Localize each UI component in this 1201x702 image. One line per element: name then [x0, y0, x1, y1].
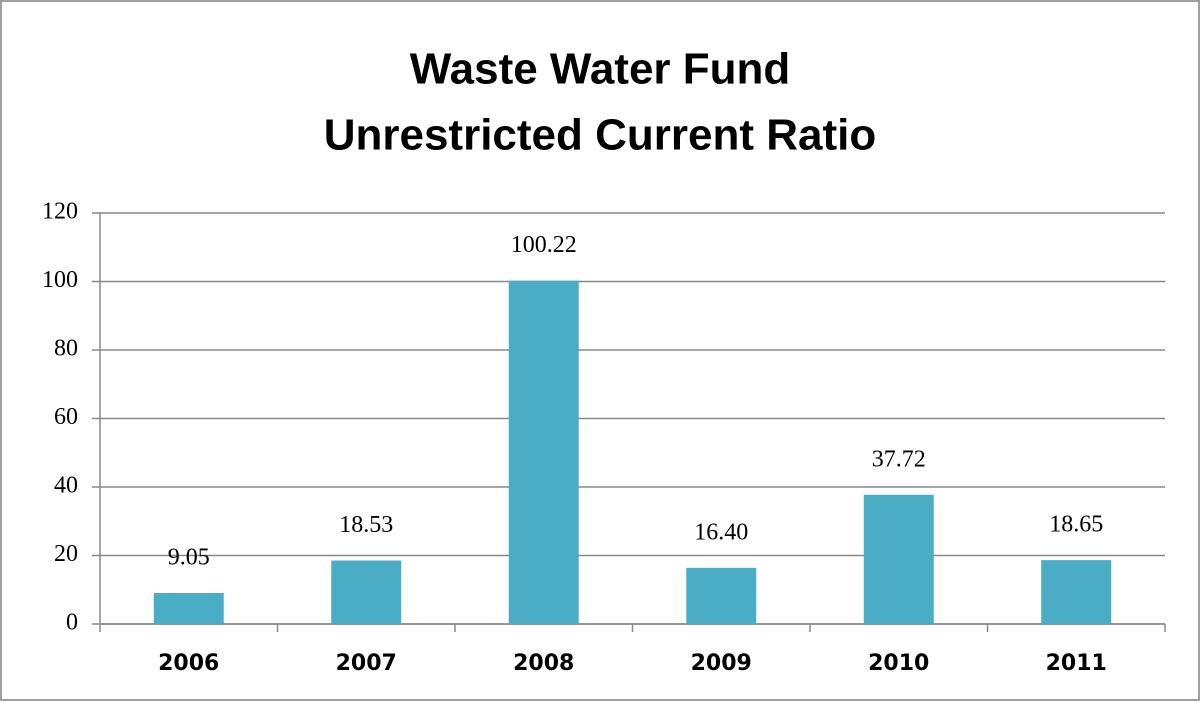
- bar: [331, 560, 402, 624]
- bar: [508, 280, 579, 624]
- data-label: 37.72: [872, 446, 926, 472]
- y-tick-label: 20: [54, 541, 78, 567]
- chart-title: Waste Water Fund: [410, 45, 791, 94]
- chart-title: Unrestricted Current Ratio: [324, 111, 877, 160]
- x-tick-label: 2011: [1046, 651, 1107, 676]
- y-tick-label: 100: [42, 267, 78, 293]
- y-tick-label: 0: [66, 610, 78, 636]
- y-tick-label: 40: [54, 473, 78, 499]
- y-tick-label: 60: [54, 404, 78, 430]
- y-tick-label: 80: [54, 336, 78, 362]
- bar: [1041, 560, 1112, 624]
- data-label: 18.65: [1049, 512, 1103, 538]
- bar: [153, 593, 224, 624]
- x-tick-label: 2006: [158, 651, 219, 676]
- data-label: 18.53: [339, 512, 393, 538]
- x-tick-label: 2008: [513, 651, 574, 676]
- bar: [686, 567, 757, 624]
- bar: [863, 494, 934, 624]
- data-label: 9.05: [168, 545, 210, 571]
- y-tick-label: 120: [42, 199, 78, 225]
- x-tick-label: 2010: [868, 651, 929, 676]
- x-tick-label: 2007: [336, 651, 397, 676]
- data-label: 16.40: [694, 519, 748, 545]
- data-label: 100.22: [511, 232, 577, 258]
- x-tick-label: 2009: [691, 651, 752, 676]
